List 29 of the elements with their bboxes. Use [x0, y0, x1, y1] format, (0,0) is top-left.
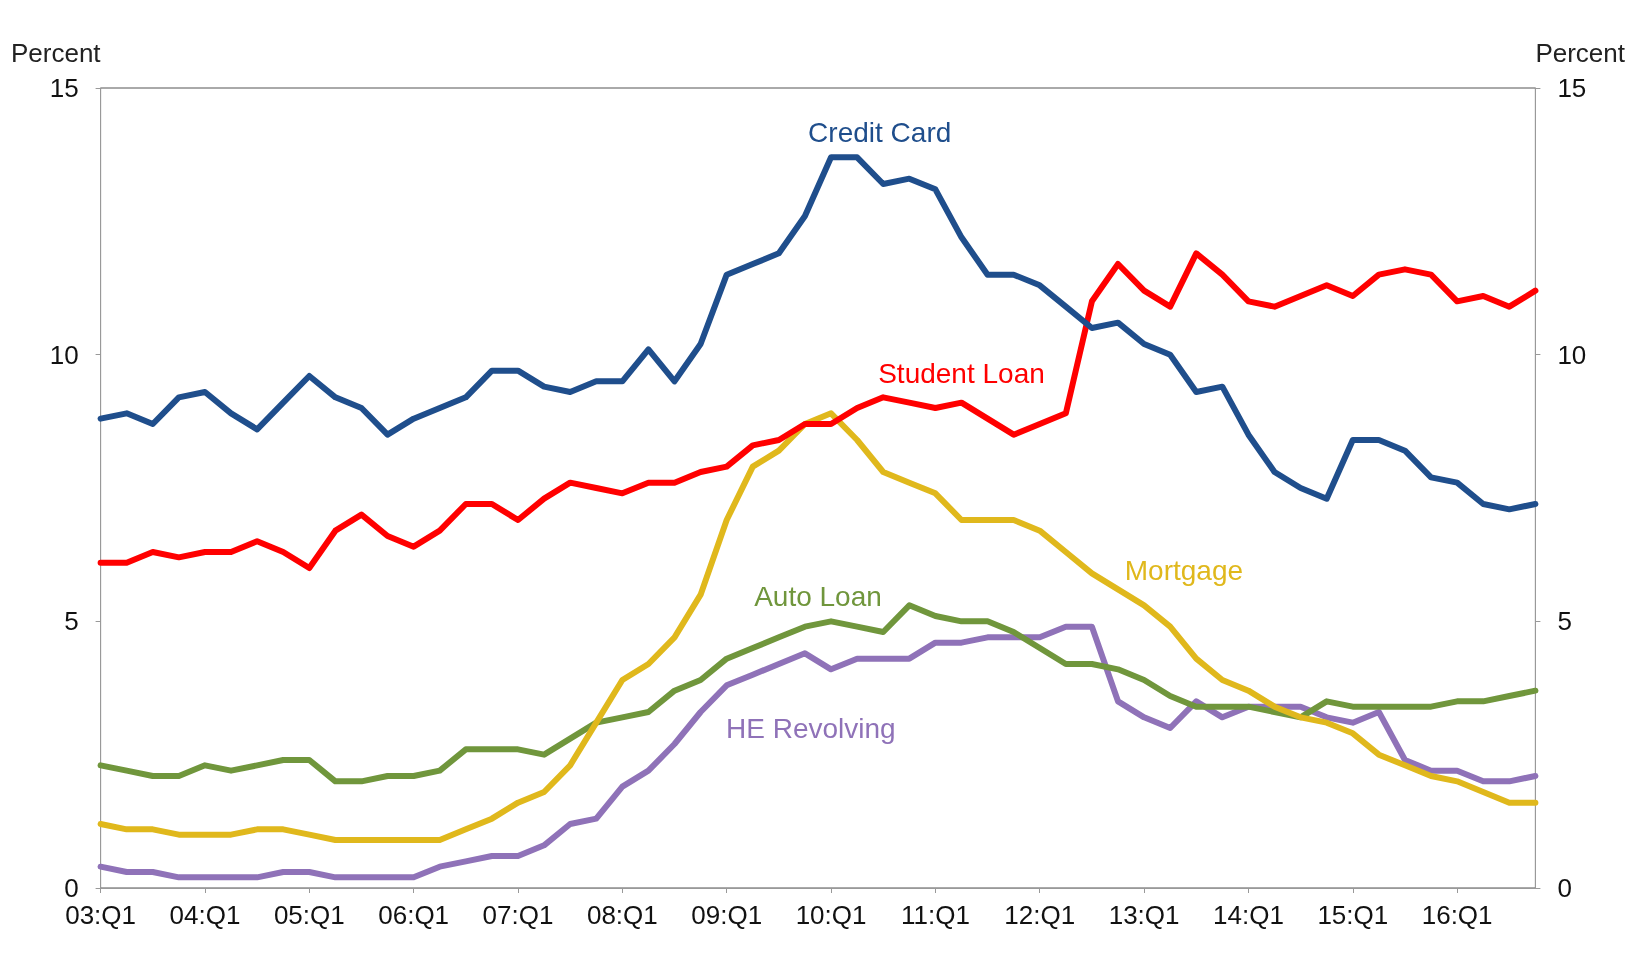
- x-tick-label: 13:Q1: [1108, 900, 1180, 930]
- x-tick-label: 05:Q1: [273, 900, 345, 930]
- series-label: Student Loan: [878, 358, 1045, 390]
- y2-axis-title: Percent: [1535, 38, 1626, 68]
- y-tick-label: 5: [64, 606, 79, 637]
- y-axis-title: Percent: [10, 38, 102, 68]
- x-tick-label: 11:Q1: [900, 900, 970, 930]
- x-tick-label: 04:Q1: [169, 900, 241, 930]
- x-tick-label: 15:Q1: [1317, 900, 1389, 930]
- series-label: Auto Loan: [754, 581, 882, 613]
- y2-tick-label: 15: [1557, 73, 1587, 103]
- y-tick-label: 15: [49, 73, 79, 103]
- x-tick-label: 03:Q1: [65, 900, 137, 930]
- y-tick-label: 0: [64, 873, 79, 903]
- y2-tick-label: 0: [1557, 873, 1572, 903]
- x-tick-label: 08:Q1: [586, 900, 658, 930]
- series-label: Mortgage: [1124, 554, 1244, 586]
- x-tick-label: 12:Q1: [1004, 900, 1076, 930]
- y-tick-label: 10: [49, 339, 79, 370]
- series-label: Credit Card: [808, 116, 952, 148]
- x-tick-label: 06:Q1: [378, 900, 450, 930]
- x-tick-label: 10:Q1: [795, 900, 867, 930]
- x-tick-label: 14:Q1: [1213, 900, 1284, 930]
- x-tick-label: 07:Q1: [482, 900, 554, 930]
- x-tick-label: 16:Q1: [1421, 900, 1493, 930]
- series-label: HE Revolving: [726, 712, 896, 744]
- y2-tick-label: 5: [1557, 606, 1572, 637]
- y2-tick-label: 10: [1557, 339, 1587, 370]
- x-tick-label: 09:Q1: [691, 900, 763, 930]
